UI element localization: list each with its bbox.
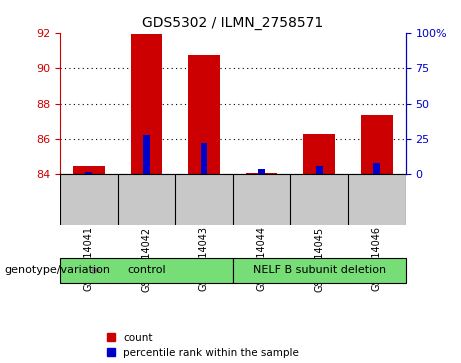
Bar	[258, 170, 265, 175]
Bar	[85, 172, 92, 175]
Text: NELF B subunit deletion: NELF B subunit deletion	[253, 265, 386, 276]
Title: GDS5302 / ILMN_2758571: GDS5302 / ILMN_2758571	[142, 16, 324, 30]
Bar	[303, 134, 335, 175]
Bar	[373, 163, 380, 175]
Bar	[188, 55, 220, 175]
Bar	[361, 115, 393, 175]
Text: control: control	[127, 265, 165, 276]
Bar	[73, 167, 105, 175]
Bar	[60, 258, 233, 283]
Bar	[246, 173, 278, 175]
Legend: count, percentile rank within the sample: count, percentile rank within the sample	[106, 333, 299, 358]
Bar	[201, 143, 207, 175]
Bar	[233, 258, 406, 283]
Text: genotype/variation: genotype/variation	[5, 265, 111, 276]
Bar	[143, 135, 150, 175]
Bar	[316, 166, 323, 175]
Bar	[130, 33, 162, 175]
